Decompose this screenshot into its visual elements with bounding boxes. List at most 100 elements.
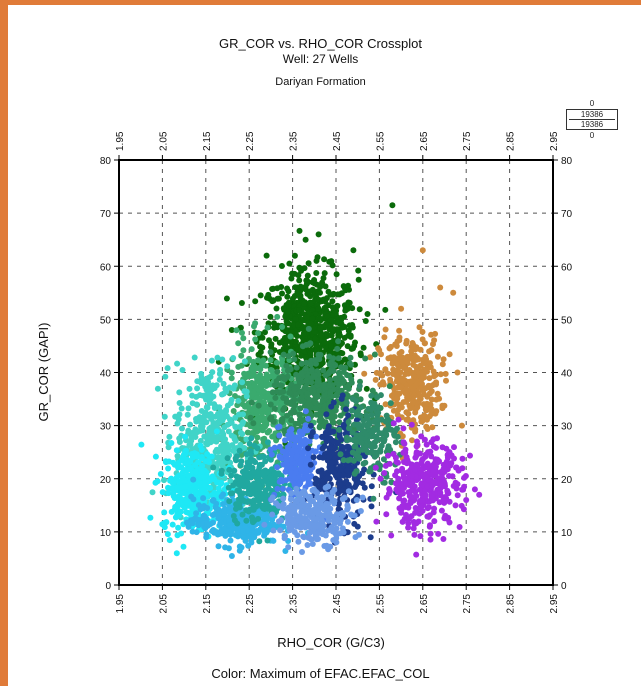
data-point — [228, 375, 235, 382]
data-point — [307, 422, 314, 429]
data-point — [219, 356, 226, 363]
data-point-outlier — [454, 369, 461, 376]
data-point — [420, 369, 427, 376]
data-point — [344, 437, 351, 444]
data-point — [323, 411, 330, 418]
data-point — [201, 433, 208, 440]
data-point — [274, 464, 281, 471]
x-tick-label-top: 2.85 — [506, 131, 517, 151]
data-point — [296, 264, 303, 271]
data-point — [337, 451, 344, 458]
data-point — [269, 286, 276, 292]
data-point — [394, 361, 401, 368]
data-point — [411, 392, 418, 399]
data-point — [198, 370, 205, 377]
data-point — [443, 377, 449, 384]
data-point — [305, 415, 312, 422]
data-point — [298, 449, 305, 456]
data-point — [312, 448, 319, 455]
data-point — [313, 270, 320, 276]
data-point — [432, 330, 439, 337]
data-point — [280, 375, 287, 382]
data-point — [424, 505, 431, 512]
x-tick-label: 2.75 — [462, 594, 473, 614]
data-point — [243, 451, 250, 458]
data-point — [169, 521, 176, 528]
data-point — [280, 505, 287, 512]
data-point — [383, 431, 390, 438]
data-point — [336, 419, 343, 426]
x-tick-label: 2.55 — [375, 594, 386, 614]
y-axis-label: GR_COR (GAPI) — [36, 323, 51, 422]
data-point — [278, 517, 284, 524]
data-point — [390, 366, 397, 373]
data-point — [305, 455, 311, 462]
data-point — [174, 511, 181, 518]
data-point — [307, 300, 314, 307]
data-point — [251, 323, 257, 330]
data-point — [413, 356, 420, 363]
data-point — [343, 399, 350, 406]
data-point — [438, 507, 445, 514]
data-point — [334, 345, 341, 352]
data-point — [372, 464, 379, 471]
data-point — [394, 384, 401, 391]
data-point — [217, 519, 224, 526]
data-point — [336, 381, 343, 388]
data-point — [298, 370, 305, 376]
data-point — [239, 379, 246, 386]
data-point — [224, 363, 231, 370]
data-point — [185, 523, 192, 530]
data-point — [282, 343, 289, 350]
data-point — [256, 461, 263, 468]
data-point — [280, 485, 286, 492]
data-point — [221, 424, 228, 431]
data-point — [296, 227, 303, 234]
data-point — [271, 405, 278, 412]
data-point — [228, 369, 235, 376]
data-point — [311, 280, 318, 287]
data-point-outlier — [302, 236, 309, 243]
data-point — [413, 368, 420, 374]
data-point-outlier — [454, 481, 461, 488]
data-point — [238, 300, 245, 306]
data-point — [164, 531, 171, 538]
data-point — [255, 378, 262, 385]
data-point — [198, 408, 205, 414]
data-point — [330, 419, 337, 426]
data-point — [400, 498, 407, 505]
data-point — [428, 396, 435, 403]
data-point — [440, 356, 447, 363]
data-point — [364, 415, 371, 422]
data-point — [425, 382, 432, 389]
data-point — [368, 412, 375, 418]
data-point — [349, 429, 356, 436]
data-point — [392, 439, 399, 446]
data-point — [342, 364, 349, 371]
data-point — [259, 427, 266, 434]
data-point — [388, 392, 395, 399]
data-point — [330, 326, 337, 333]
data-point — [301, 425, 308, 432]
data-point — [200, 514, 207, 521]
data-point — [285, 302, 292, 309]
data-point — [417, 498, 423, 504]
chart-title: GR_COR vs. RHO_COR Crossplot — [219, 36, 422, 51]
data-point — [161, 509, 168, 516]
data-point — [217, 530, 224, 537]
data-point — [218, 493, 225, 500]
data-point — [230, 355, 237, 361]
data-point — [328, 465, 335, 471]
x-tick-label-top: 2.05 — [158, 131, 169, 151]
data-point — [235, 363, 242, 370]
data-point — [208, 453, 215, 460]
data-point — [312, 488, 319, 495]
data-point — [288, 275, 295, 282]
data-point — [362, 318, 369, 324]
x-tick-label: 2.95 — [549, 594, 560, 614]
data-point — [309, 541, 316, 547]
data-point — [399, 503, 406, 510]
data-point — [326, 382, 333, 389]
data-point — [174, 420, 181, 427]
data-point — [283, 462, 290, 468]
